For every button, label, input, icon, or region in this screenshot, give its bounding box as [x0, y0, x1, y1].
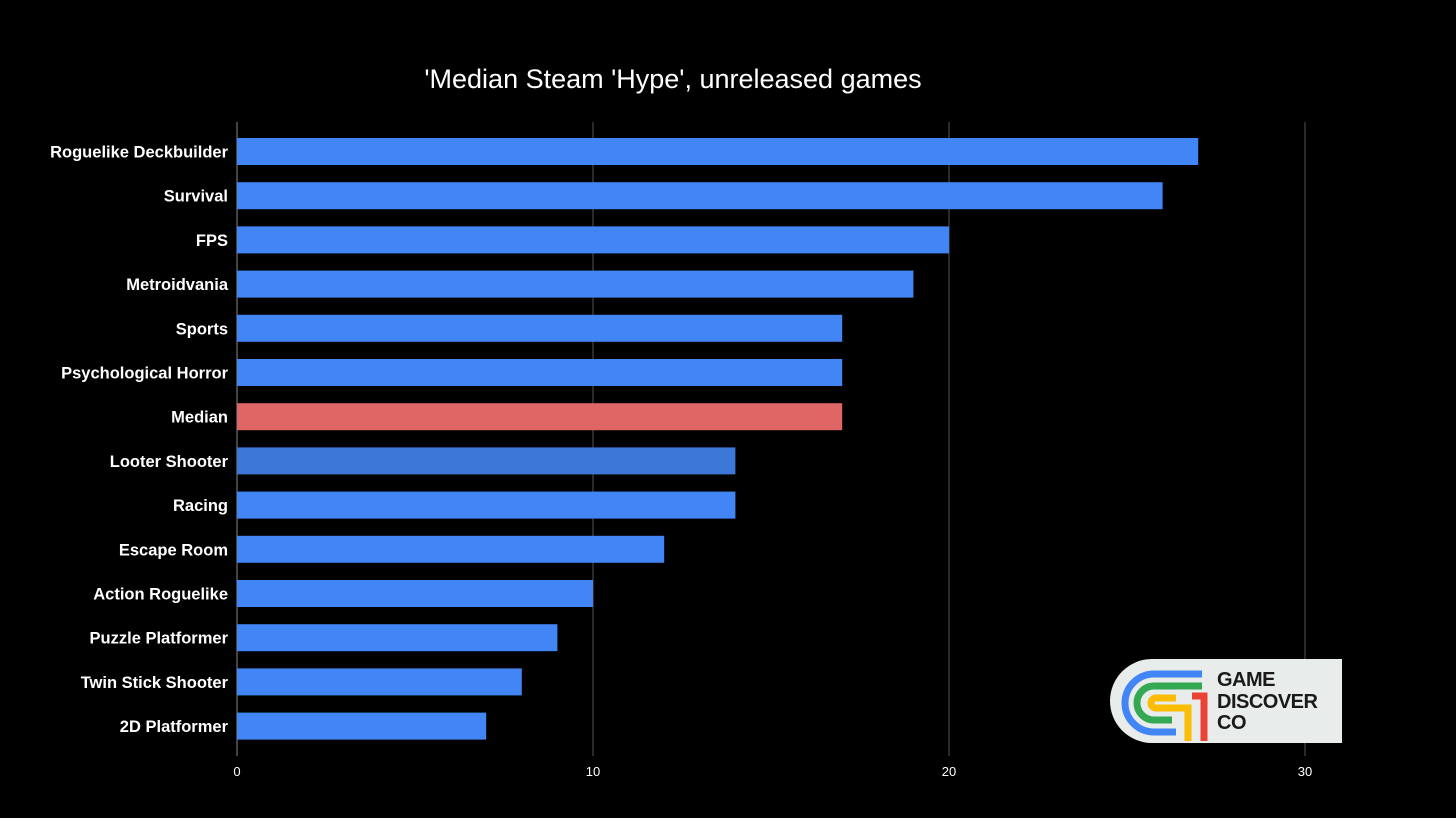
category-label: Roguelike Deckbuilder: [50, 144, 228, 162]
x-tick-label: 10: [586, 764, 600, 779]
category-label: Puzzle Platformer: [90, 630, 229, 648]
category-label: Metroidvania: [126, 276, 229, 294]
logo-line-1: GAME: [1217, 669, 1276, 691]
category-label: Median: [171, 409, 228, 427]
chart-title: 'Median Steam 'Hype', unreleased games: [424, 64, 921, 94]
category-labels: Roguelike Deckbuilder Survival FPS Metroidv…: [50, 144, 229, 737]
bar: [237, 624, 558, 652]
category-label: 2D Platformer: [120, 718, 229, 736]
bar: [237, 314, 843, 342]
game-discover-co-logo-icon: [1121, 670, 1208, 741]
x-tick-label: 0: [233, 764, 240, 779]
game-discover-co-logo: GAME DISCOVER CO: [1110, 659, 1342, 743]
category-label: Sports: [176, 320, 228, 338]
bar: [237, 712, 487, 740]
x-tick-label: 30: [1298, 764, 1312, 779]
bar: [237, 226, 949, 254]
bar: [237, 138, 1199, 165]
category-label: Racing: [173, 497, 228, 515]
category-label: Psychological Horror: [61, 365, 228, 383]
logo-line-3: CO: [1217, 712, 1247, 734]
bar: [237, 491, 736, 519]
logo-line-2: DISCOVER: [1217, 690, 1318, 713]
category-label: Action Roguelike: [93, 586, 228, 604]
bar: [237, 580, 593, 607]
bar: [237, 535, 665, 563]
bars: [237, 138, 1199, 740]
x-tick-label: 20: [942, 764, 956, 779]
bar: [237, 403, 843, 431]
bar: [237, 447, 736, 475]
category-label: Survival: [164, 188, 228, 206]
x-tick-labels: 0 10 20 30: [233, 764, 1312, 779]
category-label: Looter Shooter: [110, 453, 229, 471]
category-label: Twin Stick Shooter: [81, 674, 229, 692]
bar: [237, 270, 914, 298]
bar: [237, 668, 522, 696]
bar: [237, 359, 843, 386]
category-label: FPS: [196, 232, 228, 250]
bar: [237, 182, 1163, 210]
logo-wordmark: GAME DISCOVER CO: [1217, 669, 1318, 735]
category-label: Escape Room: [119, 541, 228, 559]
